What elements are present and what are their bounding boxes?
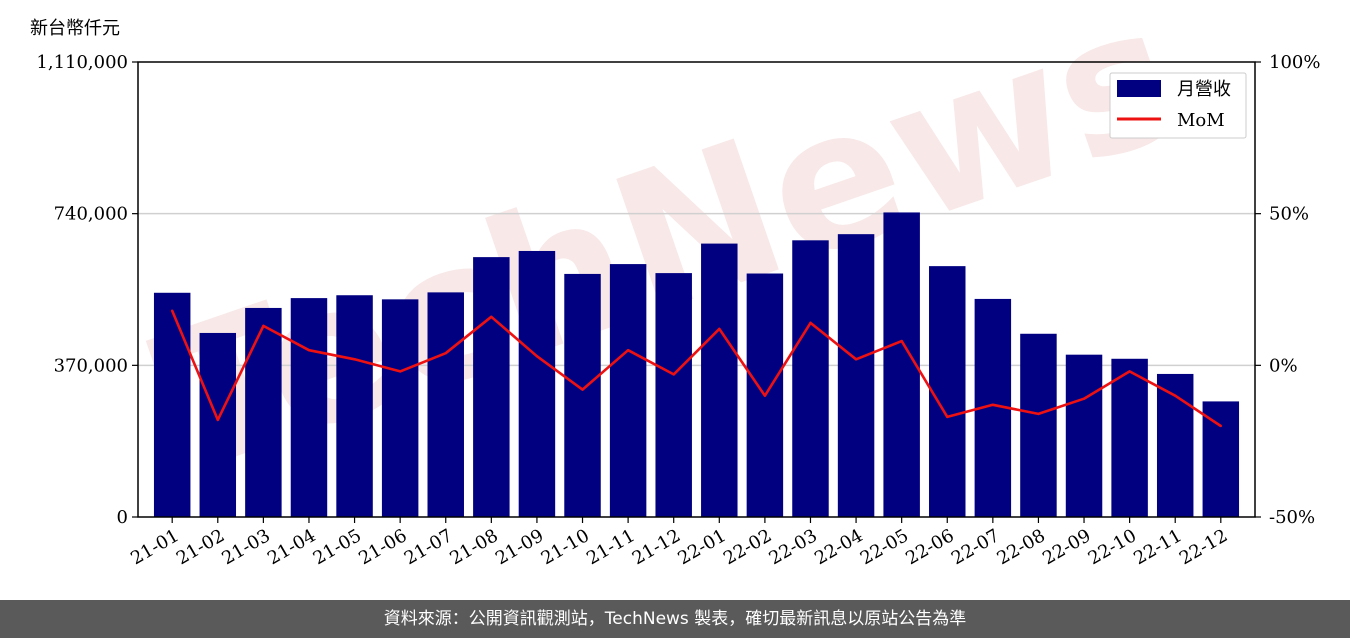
- x-tick-label: 21-09: [492, 525, 547, 569]
- x-tick-label: 21-02: [173, 525, 228, 569]
- bar-22-03: [792, 240, 829, 518]
- mom-line-series: [170, 309, 1223, 428]
- x-tick-label: 21-01: [127, 525, 182, 569]
- bar-22-06: [929, 266, 966, 517]
- mom-point-21-09: [535, 355, 539, 358]
- x-tick-label: 21-05: [310, 525, 365, 569]
- mom-point-21-01: [170, 309, 174, 312]
- x-tick-label: 22-05: [857, 525, 912, 569]
- mom-point-21-06: [398, 370, 402, 373]
- mom-point-22-09: [1082, 397, 1086, 400]
- mom-point-22-11: [1174, 394, 1177, 397]
- x-tick-label: 22-03: [766, 525, 821, 569]
- bar-21-02: [199, 332, 237, 517]
- x-tick-label: 22-08: [994, 525, 1049, 569]
- x-tick-label: 22-06: [902, 525, 957, 569]
- bar-21-06: [381, 299, 419, 517]
- x-tick-label: 22-09: [1039, 525, 1094, 569]
- mom-point-22-04: [854, 358, 858, 361]
- footer-source-note: 資料來源：公開資訊觀測站，TechNews 製表，確切最新訊息以原站公告為準: [0, 600, 1350, 638]
- bar-21-08: [473, 257, 510, 517]
- bar-21-03: [245, 307, 282, 517]
- x-tick-label: 21-06: [355, 525, 410, 569]
- bar-21-05: [336, 295, 373, 517]
- x-tick-label: 21-08: [446, 525, 501, 569]
- x-tick-label: 21-03: [218, 525, 273, 569]
- y-left-tick-label: 740,000: [54, 204, 128, 225]
- revenue-chart: TechNews 0 370,000 740,000 1,110,000 -50% 0% 5…: [30, 0, 1320, 569]
- bar-21-12: [655, 273, 692, 517]
- bar-22-09: [1065, 354, 1103, 517]
- bar-22-04: [837, 234, 875, 517]
- mom-point-21-10: [581, 388, 584, 391]
- mom-point-21-04: [307, 348, 311, 352]
- mom-point-21-05: [353, 358, 356, 361]
- mom-point-22-06: [946, 415, 949, 419]
- y-right-tick-label: 100%: [1269, 52, 1320, 73]
- bar-series: [153, 212, 1240, 518]
- bar-21-07: [427, 292, 464, 517]
- y-left-tick-label: 1,110,000: [36, 52, 128, 73]
- x-tick-label: 21-04: [264, 525, 319, 569]
- mom-point-22-12: [1219, 424, 1223, 428]
- bar-22-08: [1020, 333, 1057, 517]
- mom-point-22-07: [991, 403, 995, 406]
- bar-21-11: [609, 264, 647, 517]
- x-tick-label: 21-07: [401, 525, 456, 569]
- x-tick-label: 22-04: [811, 525, 866, 569]
- mom-line: [171, 310, 1222, 428]
- legend: 月營收 MoM: [1109, 72, 1247, 139]
- x-tick-label: 21-10: [538, 525, 593, 569]
- y-right-tick-label: 0%: [1269, 355, 1298, 376]
- y-left-tick-label: 0: [117, 507, 128, 528]
- mom-point-21-03: [262, 324, 265, 328]
- plot-frame: [137, 61, 1256, 518]
- mom-point-22-03: [809, 321, 812, 325]
- bar-21-09: [518, 250, 556, 517]
- mom-point-22-01: [718, 327, 721, 331]
- x-tick-label: 22-11: [1130, 525, 1185, 569]
- mom-point-21-12: [672, 373, 675, 376]
- mom-point-22-02: [763, 394, 767, 397]
- bar-22-11: [1156, 373, 1194, 517]
- bar-21-01: [153, 292, 191, 517]
- bar-22-05: [883, 212, 920, 517]
- y-left-tick-label: 370,000: [54, 355, 128, 376]
- legend-label-revenue: 月營收: [1177, 79, 1231, 100]
- mom-point-21-08: [490, 315, 493, 318]
- mom-point-21-02: [216, 418, 219, 422]
- mom-point-22-10: [1128, 370, 1131, 373]
- chart-svg: TechNews 0370,000740,0001,110,000-50%0%5…: [30, 0, 1320, 569]
- bar-21-04: [290, 298, 328, 517]
- x-tick-label: 22-01: [674, 525, 729, 569]
- bar-22-01: [701, 243, 738, 517]
- bar-21-10: [564, 273, 601, 517]
- legend-bar-swatch: [1117, 80, 1161, 97]
- y-right-tick-label: 50%: [1269, 204, 1309, 225]
- mom-point-22-08: [1037, 412, 1040, 416]
- y-right-tick-label: -50%: [1269, 507, 1315, 528]
- x-tick-label: 22-10: [1085, 525, 1140, 569]
- x-tick-label: 22-02: [720, 525, 775, 569]
- mom-point-21-07: [444, 352, 447, 355]
- mom-point-21-11: [626, 348, 630, 352]
- x-tick-label: 22-12: [1176, 525, 1231, 569]
- mom-point-22-05: [900, 339, 903, 343]
- bar-22-10: [1111, 358, 1148, 517]
- x-tick-label: 21-12: [629, 525, 684, 569]
- bar-22-12: [1202, 401, 1240, 517]
- legend-label-mom: MoM: [1177, 110, 1225, 131]
- y-unit-label: 新台幣仟元: [30, 18, 120, 39]
- x-tick-label: 22-07: [948, 525, 1003, 569]
- x-tick-label: 21-11: [583, 525, 638, 569]
